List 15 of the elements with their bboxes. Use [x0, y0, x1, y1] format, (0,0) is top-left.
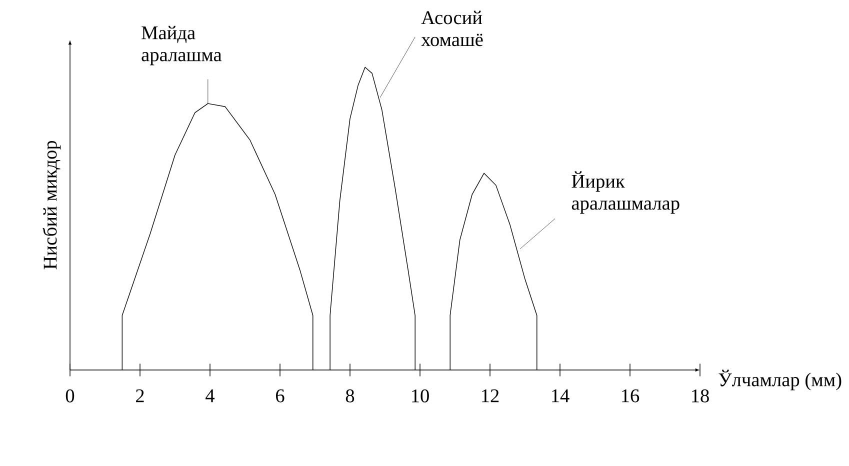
- x-tick-label: 6: [276, 389, 284, 402]
- annotation: Асосий хомашё: [421, 10, 483, 46]
- x-tick-label: 10: [412, 389, 429, 402]
- x-tick-label: 16: [622, 389, 640, 402]
- x-tick-label: 18: [692, 389, 709, 402]
- x-tick-label: 8: [346, 389, 354, 402]
- x-axis-title: Ўлчамлар (мм): [718, 370, 842, 390]
- annotation: Майда аралашма: [142, 26, 222, 66]
- y-axis-title: Нисбий микдор: [42, 140, 61, 270]
- annotation: Йирик аралашмалар: [572, 171, 680, 214]
- x-tick-label: 12: [482, 389, 499, 402]
- x-tick-label: 0: [66, 389, 74, 402]
- x-tick-label: 4: [206, 389, 215, 402]
- x-tick-label: 2: [136, 389, 144, 402]
- x-tick-label: 14: [552, 389, 570, 402]
